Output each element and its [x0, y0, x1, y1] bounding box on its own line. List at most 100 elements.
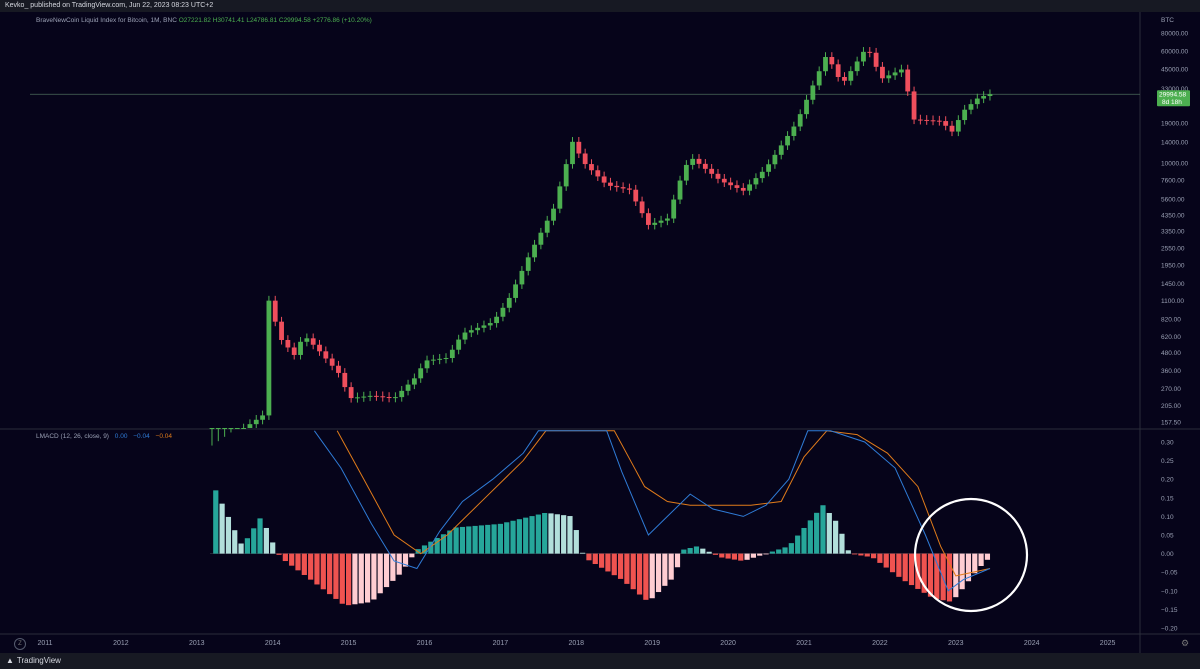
- macd-histogram-bar: [504, 522, 510, 554]
- x-tick-label: 2020: [720, 640, 736, 647]
- macd-histogram-bar: [485, 524, 491, 554]
- candle-body: [867, 51, 873, 53]
- candle-body: [601, 176, 607, 183]
- macd-histogram-bar: [788, 543, 794, 554]
- macd-histogram-bar: [573, 530, 579, 554]
- y-tick-label: 2550.00: [1161, 246, 1185, 253]
- y-tick-label: 1950.00: [1161, 262, 1185, 269]
- y-tick-label: 157.50: [1161, 420, 1181, 427]
- macd-histogram-bar: [801, 527, 807, 554]
- candle-body: [462, 332, 468, 340]
- macd-histogram-bar: [763, 553, 769, 555]
- candle-body: [544, 220, 550, 233]
- macd-histogram-bar: [390, 553, 396, 581]
- macd-histogram-bar: [934, 553, 940, 599]
- candle-body: [797, 114, 803, 127]
- candle-body: [506, 297, 512, 308]
- candle-body: [974, 98, 980, 105]
- macd-histogram-bar: [282, 553, 288, 562]
- candle-body: [367, 395, 373, 397]
- macd-histogram-bar: [870, 553, 877, 559]
- candle-body: [234, 428, 240, 429]
- candle-body: [873, 52, 879, 67]
- candle-body: [911, 91, 917, 120]
- high-value: H30741.41: [212, 17, 245, 24]
- candle-body: [279, 321, 284, 340]
- x-tick-label: 2015: [341, 640, 357, 647]
- x-tick-label: 2016: [417, 640, 433, 647]
- change-value: +2776.86 (+10.20%): [312, 17, 372, 24]
- candle-body: [595, 170, 601, 177]
- candle-body: [310, 338, 316, 345]
- candle-body: [905, 69, 911, 92]
- candle-body: [487, 323, 493, 326]
- macd-histogram-bar: [814, 512, 820, 554]
- candle-body: [538, 232, 544, 245]
- macd-histogram-bar: [972, 553, 978, 574]
- price-tag: [1157, 90, 1190, 107]
- macd-histogram-bar: [687, 548, 693, 554]
- candle-body: [494, 316, 500, 324]
- macd-histogram-bar: [839, 533, 845, 554]
- candle-body: [570, 141, 575, 165]
- macd-histogram-bar: [984, 553, 991, 560]
- y-tick-label: 480.00: [1161, 350, 1181, 357]
- macd-y-tick-label: 0.10: [1161, 514, 1174, 521]
- macd-histogram-bar: [270, 542, 276, 554]
- macd-histogram-bar: [712, 553, 719, 555]
- macd-histogram-bar: [586, 553, 592, 561]
- y-tick-label: 60000.00: [1161, 48, 1188, 55]
- candle-body: [772, 154, 778, 165]
- macd-histogram-bar: [946, 553, 953, 602]
- macd-histogram-bar: [896, 553, 902, 577]
- candle-body: [209, 428, 215, 429]
- candle-body: [930, 120, 936, 122]
- macd-histogram-bar: [978, 553, 984, 566]
- macd-histogram-bar: [877, 553, 883, 563]
- candle-body: [589, 164, 594, 171]
- y-tick-label: 205.00: [1161, 403, 1181, 410]
- macd-histogram-bar: [257, 518, 263, 554]
- macd-histogram-bar: [826, 512, 832, 554]
- candle-body: [917, 119, 923, 121]
- macd-histogram-bar: [314, 553, 320, 585]
- candle-body: [690, 158, 696, 165]
- candle-body: [266, 300, 272, 416]
- candle-body: [329, 358, 335, 366]
- macd-y-tick-label: −0.05: [1161, 570, 1178, 577]
- macd-name: LMACD (12, 26, close, 9): [36, 433, 109, 440]
- x-tick-label: 2014: [265, 640, 281, 647]
- macd-histogram-bar: [447, 530, 453, 554]
- macd-histogram-bar: [409, 553, 415, 558]
- macd-histogram-bar: [795, 535, 801, 554]
- timezone-icon[interactable]: Z: [14, 638, 26, 650]
- macd-histogram-bar: [921, 553, 927, 593]
- gear-icon[interactable]: ⚙: [1180, 638, 1190, 648]
- macd-histogram-bar: [339, 553, 345, 604]
- macd-histogram-bar: [706, 551, 712, 554]
- macd-histogram-bar: [346, 553, 352, 606]
- macd-histogram-bar: [738, 553, 744, 561]
- macd-histogram-bar: [263, 527, 269, 554]
- candle-body: [987, 94, 993, 97]
- x-tick-label: 2012: [113, 640, 129, 647]
- macd-value-3: −0.04: [155, 433, 172, 440]
- candle-body: [380, 396, 386, 398]
- candle-body: [627, 188, 632, 190]
- macd-legend: LMACD (12, 26, close, 9) 0.00 −0.04 −0.0…: [36, 433, 172, 440]
- candle-body: [664, 218, 670, 221]
- macd-histogram-bar: [225, 516, 232, 554]
- macd-histogram-bar: [377, 553, 383, 594]
- annotation-circle: [913, 497, 1029, 613]
- y-tick-label: 1450.00: [1161, 281, 1185, 288]
- x-tick-label: 2019: [644, 640, 660, 647]
- macd-y-tick-label: 0.30: [1161, 440, 1174, 447]
- candle-body: [943, 121, 949, 126]
- publisher-bar: Kevko_ published on TradingView.com, Jun…: [0, 0, 1200, 12]
- macd-histogram-bar: [744, 553, 750, 560]
- macd-histogram-bar: [440, 534, 447, 554]
- symbol-label: BraveNewCoin Liquid Index for Bitcoin, 1…: [36, 17, 177, 24]
- macd-histogram-bar: [750, 553, 756, 558]
- footer-brand: TradingView: [16, 656, 61, 665]
